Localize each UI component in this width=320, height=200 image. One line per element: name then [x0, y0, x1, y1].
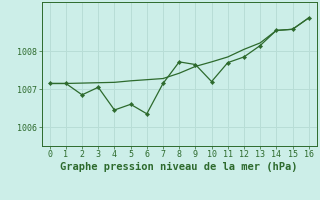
X-axis label: Graphe pression niveau de la mer (hPa): Graphe pression niveau de la mer (hPa)	[60, 162, 298, 172]
